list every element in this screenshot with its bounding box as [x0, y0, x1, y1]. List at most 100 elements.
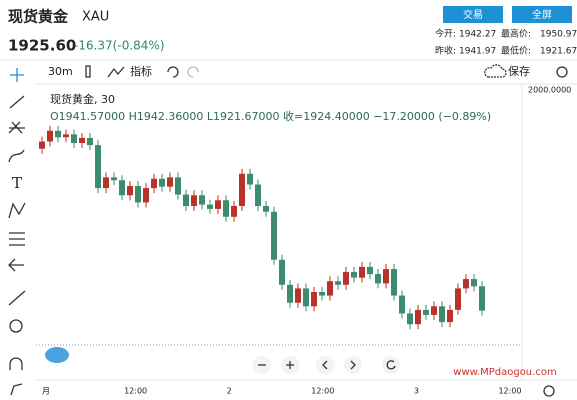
indicators[interactable]: 指标	[130, 64, 152, 78]
candle-body	[159, 178, 165, 187]
candle-body	[279, 259, 285, 285]
save[interactable]: 保存	[508, 64, 530, 78]
candle-body	[39, 141, 45, 149]
pattern-tool[interactable]	[8, 202, 26, 219]
time-label: 12:00	[124, 387, 147, 396]
time-axis: 月 12:00 2 12:00 3 12:00	[42, 387, 522, 396]
crosshair-tool[interactable]	[10, 68, 24, 82]
candle-body	[375, 274, 381, 284]
candle-body	[303, 288, 309, 307]
price: 1925.60	[8, 37, 76, 55]
candle-body	[207, 204, 213, 209]
stat-label: 最高价:	[501, 28, 531, 40]
left-toolbar: T	[8, 68, 26, 396]
candle-body	[103, 177, 109, 189]
scroll-right[interactable]	[344, 356, 362, 374]
candle-body	[199, 195, 205, 205]
stat-value: 1941.97	[459, 47, 496, 57]
time-label: 12:00	[498, 387, 521, 396]
candle-body	[415, 309, 421, 325]
stat-label: 最低价:	[501, 45, 531, 57]
candle-body	[479, 286, 485, 311]
interval[interactable]: 30m	[48, 65, 73, 78]
candle-body	[327, 281, 333, 296]
candle-body	[127, 185, 133, 196]
candle-body	[191, 195, 197, 207]
candle-body	[255, 184, 261, 207]
candle-body	[311, 291, 317, 307]
candle-body	[119, 180, 125, 196]
cloud-icon[interactable]	[484, 64, 507, 78]
candle-body	[463, 279, 469, 289]
candle-body	[431, 306, 437, 315]
legend-ohlc: O1941.57000 H1942.36000 L1921.67000 收=19…	[50, 109, 491, 123]
line-tool[interactable]	[9, 95, 25, 109]
stat-label: 昨收:	[435, 45, 456, 57]
candle-body	[111, 177, 117, 181]
legend-title: 现货黄金, 30	[50, 92, 115, 106]
undo-icon[interactable]	[167, 66, 179, 78]
candle-body	[87, 137, 93, 146]
candles	[39, 125, 485, 330]
stat-value: 1921.67	[540, 47, 577, 57]
candle-body	[447, 309, 453, 323]
stat-label: 今开:	[435, 28, 456, 40]
fullscreen-button[interactable]	[512, 6, 572, 23]
candle-body	[367, 266, 373, 275]
candle-body	[55, 130, 61, 138]
trade-button[interactable]	[443, 6, 503, 23]
stat-value: 1950.97	[540, 30, 577, 40]
time-label: 月	[42, 387, 50, 396]
price-axis-label: 2000.0000	[528, 86, 571, 95]
trade-label[interactable]: 交易	[463, 8, 483, 21]
settings-icon[interactable]	[556, 66, 568, 78]
candle-body	[175, 177, 181, 195]
logo	[45, 347, 69, 363]
candle-body	[239, 173, 245, 207]
price-change: -16.37(-0.84%)	[74, 39, 165, 53]
zoom-tool[interactable]	[9, 319, 23, 333]
candle-body	[95, 145, 101, 189]
ruler-tool[interactable]	[8, 290, 26, 306]
candle-body	[47, 130, 53, 142]
reset[interactable]	[382, 356, 400, 374]
candle-body	[143, 188, 149, 203]
candle-body	[359, 266, 365, 278]
stat-value: 1942.27	[459, 30, 496, 40]
candle-body	[63, 134, 69, 138]
candle-body	[231, 206, 237, 217]
scroll-left[interactable]	[316, 356, 334, 374]
back-tool[interactable]	[8, 258, 24, 272]
prediction-tool[interactable]	[9, 232, 25, 246]
candle-body	[407, 313, 413, 325]
candle-icon[interactable]	[85, 65, 91, 78]
candle-body	[167, 177, 173, 187]
candle-body	[295, 288, 301, 303]
indicator-icon[interactable]	[107, 66, 125, 78]
fullscreen-label[interactable]: 全屏	[532, 8, 552, 21]
candle-body	[343, 271, 349, 285]
candle-body	[335, 281, 341, 285]
candle-body	[351, 271, 357, 278]
time-label: 2	[227, 387, 232, 396]
text-tool[interactable]: T	[12, 174, 22, 192]
redo-icon[interactable]	[187, 66, 199, 78]
brush-tool[interactable]	[8, 149, 25, 163]
candle-body	[319, 291, 325, 296]
instrument-name: 现货黄金	[8, 8, 69, 26]
chart-settings[interactable]	[543, 385, 555, 397]
candle-body	[271, 211, 277, 260]
magnet-tool[interactable]	[9, 357, 23, 370]
candle-body	[79, 137, 85, 143]
candle-body	[287, 284, 293, 303]
candle-body	[455, 288, 461, 310]
candle-body	[263, 206, 269, 212]
candle-body	[439, 306, 445, 323]
time-label: 12:00	[311, 387, 334, 396]
time-label: 3	[414, 387, 419, 396]
fib-tool[interactable]	[8, 121, 25, 134]
candle-body	[391, 269, 397, 296]
lock-tool[interactable]	[10, 383, 23, 396]
